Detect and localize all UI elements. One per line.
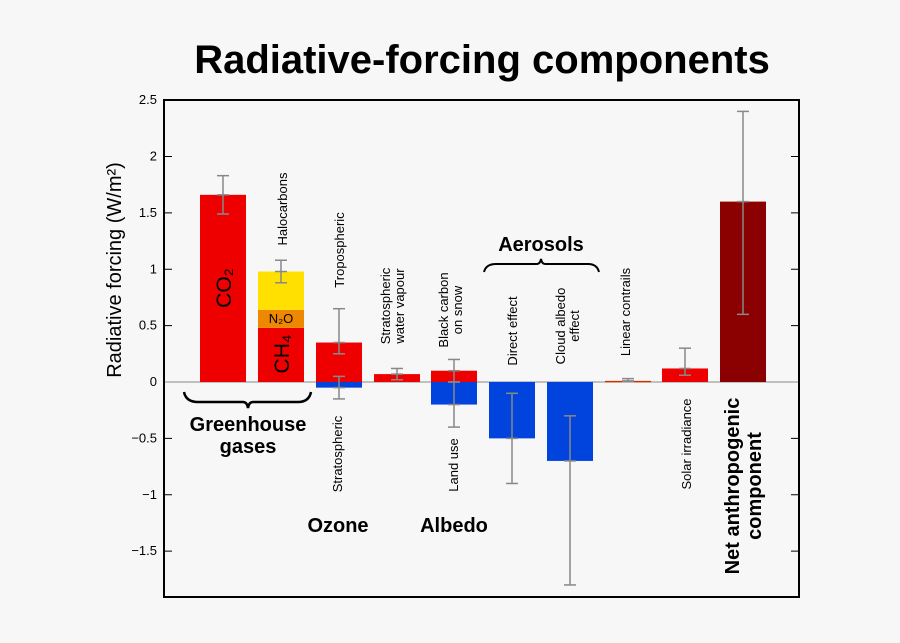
y-tick-label: 0 <box>150 374 157 389</box>
bar-segment <box>258 309 304 328</box>
label-direct-effect: Direct effect <box>505 296 520 366</box>
error-bar <box>448 381 460 428</box>
y-tick-label: 1.5 <box>139 205 157 220</box>
error-bar <box>679 347 691 376</box>
y-tick-label: 2.5 <box>139 92 157 107</box>
y-axis-label: Radiative forcing (W/m²) <box>104 162 126 378</box>
plot-frame <box>163 99 800 598</box>
aerosols-brace <box>483 258 600 273</box>
greenhouse-brace <box>182 391 313 409</box>
error-bar <box>737 110 749 316</box>
y-tick-label: −1 <box>142 487 157 502</box>
label-ozone: Ozone <box>307 515 368 537</box>
bar-segment <box>200 194 246 382</box>
bar-segment <box>258 327 304 382</box>
label-solar-irradiance: Solar irradiance <box>679 398 694 489</box>
error-bar <box>217 174 229 215</box>
error-bar <box>622 377 634 383</box>
label-black-carbon-2: on snow <box>450 285 465 334</box>
y-tick-label: 1 <box>150 261 157 276</box>
error-bar <box>506 392 518 485</box>
label-cloud-albedo-2: effect <box>567 310 582 342</box>
label-greenhouse-1: Greenhouse <box>190 414 307 436</box>
y-tick-label: −0.5 <box>131 430 157 445</box>
error-bar <box>564 415 576 586</box>
error-bar <box>391 367 403 381</box>
label-tropospheric: Tropospheric <box>332 212 347 288</box>
y-tick-label: 2 <box>150 149 157 164</box>
y-tick-label: −1.5 <box>131 543 157 558</box>
label-water-vapour-2: water vapour <box>392 268 407 345</box>
label-cloud-albedo-1: Cloud albedo <box>553 288 568 365</box>
label-stratospheric: Stratospheric <box>330 415 345 492</box>
label-halocarbons: Halocarbons <box>275 172 290 245</box>
label-aerosols: Aerosols <box>498 234 584 256</box>
label-linear-contrails: Linear contrails <box>618 267 633 356</box>
label-co2: CO₂ <box>213 268 236 308</box>
label-net-1: Net anthropogenic <box>722 398 744 575</box>
error-bar <box>275 259 287 284</box>
label-n2o: N₂O <box>269 311 294 326</box>
label-albedo: Albedo <box>420 515 488 537</box>
label-black-carbon-1: Black carbon <box>436 272 451 347</box>
error-bar <box>333 375 345 400</box>
label-land-use: Land use <box>446 438 461 492</box>
label-ch4: CH₄ <box>271 335 294 374</box>
error-bar <box>333 307 345 355</box>
label-water-vapour-1: Stratospheric <box>378 267 393 344</box>
label-greenhouse-2: gases <box>220 436 277 458</box>
y-tick-label: 0.5 <box>139 318 157 333</box>
chart-title: Radiative-forcing components <box>194 38 770 82</box>
label-net-2: component <box>744 432 766 540</box>
